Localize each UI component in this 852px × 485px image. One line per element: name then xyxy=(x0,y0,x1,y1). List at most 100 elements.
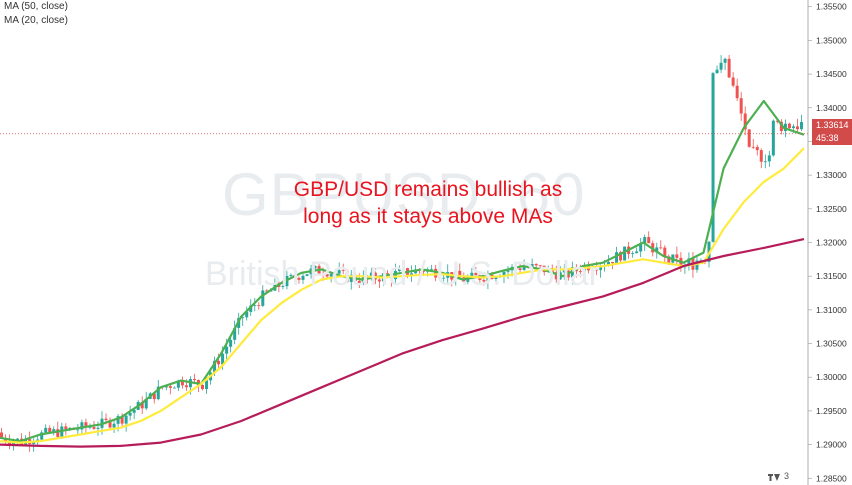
ma-line-50 xyxy=(0,147,805,444)
candle-body xyxy=(631,253,635,254)
ma-line-20 xyxy=(0,99,805,443)
current-price-badge: 1.33614 xyxy=(812,119,852,132)
candle-body xyxy=(172,387,176,389)
y-tick-label: 1.30500 xyxy=(816,339,847,349)
candle-body xyxy=(221,353,225,365)
y-tick-label: 1.34000 xyxy=(816,103,847,113)
y-tick-label: 1.31500 xyxy=(816,271,847,281)
candle-body xyxy=(590,269,594,271)
candle-body xyxy=(108,420,112,428)
candle-body xyxy=(655,247,659,253)
candle-body xyxy=(534,264,538,266)
candle-body xyxy=(663,247,667,257)
candle-body xyxy=(502,271,506,277)
candle-body xyxy=(695,260,699,270)
annotation-line-2: long as it stays above MAs xyxy=(303,205,553,228)
candle-body xyxy=(245,311,249,318)
candle-body xyxy=(458,270,462,278)
candle-body xyxy=(643,237,647,244)
candle-body xyxy=(305,274,309,276)
price-axis[interactable]: 1.355001.350001.345001.340001.335001.330… xyxy=(807,0,852,485)
candle-body xyxy=(747,129,751,147)
candle-body xyxy=(120,416,124,424)
candle-body xyxy=(731,77,735,86)
candle-body xyxy=(341,270,345,271)
candle-body xyxy=(32,441,36,444)
candle-body xyxy=(156,386,160,400)
legend-ma20[interactable]: MA (20, close) xyxy=(4,15,68,26)
candle-body xyxy=(40,432,44,440)
candle-body xyxy=(434,268,438,278)
candle-body xyxy=(719,62,723,70)
indicator-legend: MA (50, close) MA (20, close) xyxy=(4,0,68,28)
candle-body xyxy=(442,277,446,279)
candle-body xyxy=(538,265,542,267)
candle-body xyxy=(393,271,397,280)
candle-body xyxy=(329,274,333,277)
candle-body xyxy=(739,98,743,114)
candle-body xyxy=(474,272,478,276)
candle-body xyxy=(506,270,510,272)
candle-body xyxy=(667,256,671,263)
candle-body xyxy=(775,120,779,122)
candle-body xyxy=(787,123,791,129)
candle-body xyxy=(225,346,229,354)
candle-body xyxy=(0,432,3,438)
y-tick-label: 1.35000 xyxy=(816,35,847,45)
candle-body xyxy=(313,265,317,269)
candle-body xyxy=(84,422,88,428)
ma-line-200 xyxy=(0,238,805,448)
candle-body xyxy=(64,426,68,430)
candle-body xyxy=(795,126,799,130)
candle-body xyxy=(176,380,180,388)
candle-body xyxy=(205,380,209,390)
candle-body xyxy=(152,393,156,400)
moving-average-lines xyxy=(0,99,805,448)
candle-body xyxy=(438,277,442,279)
y-tick-label: 1.34500 xyxy=(816,69,847,79)
candle-body xyxy=(213,360,217,373)
candle-body xyxy=(357,280,361,284)
candle-body xyxy=(56,429,60,437)
candle-body xyxy=(249,305,253,312)
candle-body xyxy=(402,268,405,270)
candle-body xyxy=(96,427,100,429)
candle-body xyxy=(48,427,52,433)
candle-body xyxy=(217,360,221,365)
candlestick-series xyxy=(0,54,803,452)
candle-body xyxy=(623,246,627,261)
candle-body xyxy=(743,113,747,130)
candle-body xyxy=(735,85,739,99)
candle-body xyxy=(554,272,558,280)
candle-body xyxy=(52,429,56,433)
candle-body xyxy=(530,264,534,267)
y-tick-label: 1.28500 xyxy=(816,473,847,483)
candle-body xyxy=(184,385,188,388)
candle-body xyxy=(791,126,795,129)
candle-body xyxy=(124,415,128,424)
candle-body xyxy=(180,380,184,386)
candle-body xyxy=(261,290,265,306)
candle-body xyxy=(799,121,803,130)
candle-body xyxy=(128,412,132,416)
candle-body xyxy=(80,422,84,430)
bar-countdown-badge: 45:38 xyxy=(812,132,852,145)
candle-body xyxy=(112,423,116,428)
candle-body xyxy=(639,243,643,252)
candle-body xyxy=(201,384,204,390)
candle-body xyxy=(325,273,329,277)
candle-body xyxy=(44,427,48,433)
candle-body xyxy=(687,258,691,266)
candle-body xyxy=(494,277,498,280)
legend-ma50[interactable]: MA (50, close) xyxy=(4,1,68,12)
candle-body xyxy=(578,271,582,273)
candle-body xyxy=(422,270,426,272)
candle-body xyxy=(518,268,522,270)
candle-body xyxy=(715,69,719,74)
candle-body xyxy=(607,261,611,266)
candle-body xyxy=(611,261,615,264)
candle-body xyxy=(297,277,301,280)
candle-body xyxy=(369,272,373,278)
candle-body xyxy=(233,327,237,340)
